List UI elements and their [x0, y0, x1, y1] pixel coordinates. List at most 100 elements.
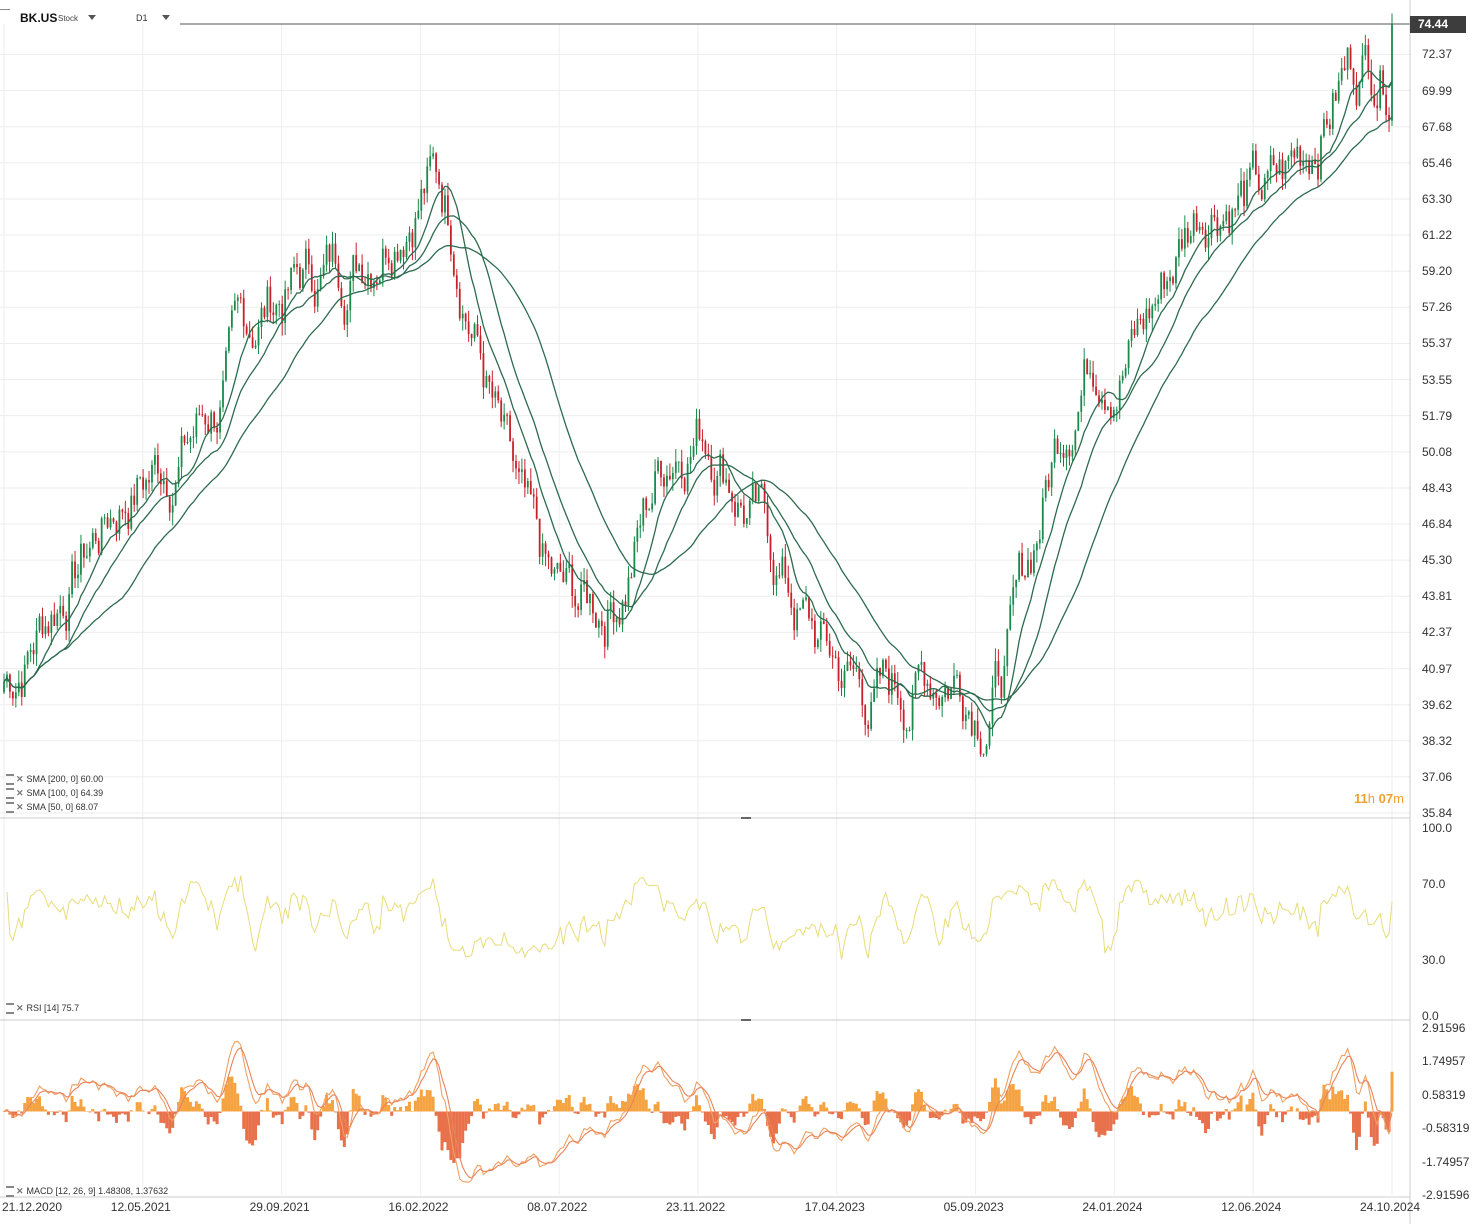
candle-body: [1009, 604, 1012, 630]
macd-histogram-bar: [212, 1111, 216, 1122]
candle-body: [381, 248, 384, 281]
candle-body: [1373, 94, 1376, 106]
symbol-label[interactable]: BK.US: [20, 11, 58, 25]
candle-body: [1062, 452, 1065, 458]
candle-body: [944, 687, 947, 698]
symbol-dropdown-chevron-down-icon[interactable]: [88, 15, 96, 20]
candle-body: [571, 564, 574, 596]
candle-body: [828, 640, 831, 656]
candle-body: [663, 477, 665, 487]
timeframe-dropdown-chevron-down-icon[interactable]: [162, 15, 170, 20]
candle-body: [734, 501, 736, 517]
macd-histogram-bar: [579, 1102, 583, 1112]
candle-body: [899, 697, 902, 710]
macd-histogram-bar: [1171, 1111, 1175, 1120]
legend-macd[interactable]: ✕ MACD [12, 26, 9] 1.48308, 1.37632: [6, 1186, 169, 1198]
rsi-tick-label: 0.0: [1422, 1009, 1439, 1023]
macd-histogram-bar: [1343, 1098, 1347, 1112]
macd-histogram-bar: [748, 1103, 752, 1112]
candle-body: [444, 195, 446, 213]
macd-histogram-bar: [455, 1111, 459, 1159]
candle-body: [594, 613, 597, 628]
legend-macd-label: MACD [12, 26, 9] 1.48308, 1.37632: [26, 1186, 169, 1196]
macd-histogram-bar: [928, 1111, 932, 1118]
candle-body: [159, 473, 162, 485]
menu-icon[interactable]: [6, 1003, 14, 1015]
macd-histogram-bar: [1150, 1111, 1154, 1116]
candle-body: [1109, 406, 1112, 418]
candle-body: [873, 688, 875, 702]
candle-body: [887, 668, 890, 695]
candle-body: [1201, 226, 1204, 230]
menu-icon[interactable]: [6, 802, 14, 814]
candle-body: [1325, 119, 1328, 125]
candle-body: [340, 287, 343, 306]
candle-body: [201, 414, 204, 416]
remove-icon[interactable]: ✕: [16, 1186, 24, 1196]
remove-icon[interactable]: ✕: [16, 1003, 24, 1013]
candle-body: [189, 437, 192, 442]
candle-body: [763, 483, 766, 503]
candle-body: [1355, 84, 1358, 106]
remove-icon[interactable]: ✕: [16, 774, 24, 784]
candle-body: [997, 661, 1000, 677]
macd-histogram-bar: [647, 1108, 651, 1112]
macd-histogram-bar: [1204, 1111, 1208, 1134]
macd-histogram-bar: [1212, 1110, 1216, 1112]
candle-body: [908, 729, 911, 731]
candle-body: [1145, 308, 1148, 330]
macd-histogram-bar: [1289, 1106, 1293, 1112]
legend-rsi[interactable]: ✕ RSI [14] 75.7: [6, 1003, 79, 1015]
candle-body: [1254, 150, 1257, 175]
price-tick-label: 72.37: [1422, 47, 1453, 62]
candle-body: [769, 536, 772, 560]
macd-histogram-bar: [313, 1111, 317, 1141]
macd-histogram-bar: [842, 1110, 846, 1112]
candle-body: [115, 521, 118, 534]
macd-histogram-bar: [591, 1110, 595, 1112]
macd-histogram-bar: [931, 1111, 935, 1118]
macd-histogram-bar: [245, 1111, 249, 1141]
menu-icon[interactable]: [6, 788, 14, 800]
candle-body: [287, 289, 290, 291]
legend-sma50[interactable]: ✕ SMA [50, 0] 68.07: [6, 802, 98, 814]
remove-icon[interactable]: ✕: [16, 802, 24, 812]
macd-histogram-bar: [1091, 1111, 1095, 1123]
candle-body: [686, 463, 689, 492]
menu-icon[interactable]: [6, 1186, 14, 1198]
menu-icon[interactable]: [6, 774, 14, 786]
macd-histogram-bar: [742, 1111, 746, 1117]
legend-sma100[interactable]: ✕ SMA [100, 0] 64.39: [6, 788, 103, 800]
macd-histogram-bar: [428, 1090, 432, 1112]
candle-body: [645, 498, 648, 510]
timeframe-label[interactable]: D1: [136, 13, 148, 23]
macd-histogram-bar: [292, 1096, 296, 1112]
macd-histogram-bar: [902, 1111, 906, 1128]
candle-body: [361, 264, 363, 284]
macd-histogram-bar: [79, 1099, 83, 1112]
macd-histogram-bar: [1280, 1111, 1284, 1123]
candle-body: [56, 613, 59, 626]
price-tick-label: 35.84: [1422, 806, 1453, 820]
macd-histogram-bar: [1233, 1108, 1237, 1112]
macd-histogram-bar: [490, 1110, 494, 1112]
macd-histogram-bar: [1109, 1111, 1113, 1131]
candle-body: [902, 709, 905, 731]
candle-body: [834, 656, 837, 658]
candle-body: [319, 274, 322, 290]
macd-histogram-bar: [1349, 1111, 1353, 1114]
macd-histogram-bar: [1209, 1111, 1213, 1114]
candle-body: [813, 620, 816, 647]
macd-histogram-bar: [988, 1101, 992, 1112]
candle-body: [941, 697, 944, 706]
candle-body: [1391, 24, 1393, 121]
candle-body: [1142, 318, 1145, 330]
legend-sma200[interactable]: ✕ SMA [200, 0] 60.00: [6, 774, 103, 786]
macd-histogram-bar: [1153, 1111, 1157, 1116]
macd-histogram-bar: [1106, 1111, 1110, 1131]
macd-panel: [2, 1040, 1394, 1183]
remove-icon[interactable]: ✕: [16, 788, 24, 798]
macd-histogram-bar: [668, 1111, 672, 1125]
